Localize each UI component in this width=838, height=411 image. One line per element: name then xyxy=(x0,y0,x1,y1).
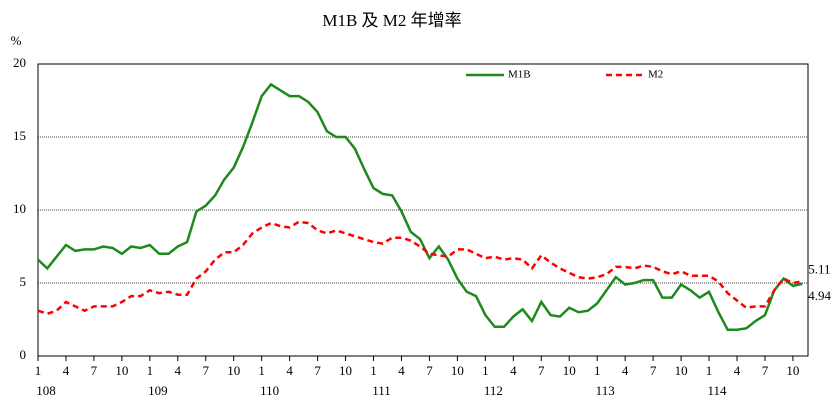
x-tick-label: 7 xyxy=(426,363,433,378)
legend-label: M1B xyxy=(508,69,531,81)
y-tick-label: 0 xyxy=(20,347,27,362)
year-label: 110 xyxy=(260,383,279,398)
x-tick-label: 4 xyxy=(510,363,517,378)
year-label: 108 xyxy=(36,383,56,398)
y-tick-label: 10 xyxy=(13,201,26,216)
x-tick-label: 10 xyxy=(339,363,352,378)
year-label: 114 xyxy=(708,383,728,398)
x-tick-label: 10 xyxy=(786,363,799,378)
x-tick-label: 1 xyxy=(147,363,154,378)
x-tick-label: 10 xyxy=(675,363,688,378)
legend-label: M2 xyxy=(648,69,663,81)
x-tick-label: 4 xyxy=(286,363,293,378)
x-tick-label: 7 xyxy=(650,363,657,378)
x-tick-label: 7 xyxy=(91,363,98,378)
x-tick-label: 4 xyxy=(734,363,741,378)
chart-title: M1B 及 M2 年增率 xyxy=(322,11,461,30)
x-tick-label: 4 xyxy=(175,363,182,378)
x-tick-label: 1 xyxy=(706,363,713,378)
x-tick-label: 1 xyxy=(594,363,601,378)
year-label: 111 xyxy=(372,383,391,398)
x-tick-label: 4 xyxy=(622,363,629,378)
series-line xyxy=(37,82,803,331)
plot-frame xyxy=(37,63,809,357)
x-tick-label: 7 xyxy=(538,363,545,378)
x-tick-label: 4 xyxy=(398,363,405,378)
x-tick-label: 4 xyxy=(63,363,70,378)
year-label: 113 xyxy=(596,383,615,398)
end-value-label: 5.11 xyxy=(808,261,830,276)
x-tick-label: 1 xyxy=(482,363,489,378)
y-tick-label: 15 xyxy=(13,128,26,143)
x-tick-label: 10 xyxy=(115,363,128,378)
x-tick-label: 7 xyxy=(314,363,321,378)
x-tick-label: 10 xyxy=(227,363,240,378)
x-tick-label: 10 xyxy=(563,363,576,378)
end-value-label: 4.94 xyxy=(808,288,831,303)
year-label: 109 xyxy=(148,383,168,398)
x-tick-label: 1 xyxy=(258,363,265,378)
y-tick-label: 20 xyxy=(13,55,26,70)
x-tick-label: 10 xyxy=(451,363,464,378)
x-tick-label: 7 xyxy=(762,363,769,378)
x-tick-label: 1 xyxy=(35,363,42,378)
x-tick-label: 7 xyxy=(203,363,210,378)
year-label: 112 xyxy=(484,383,503,398)
series-line xyxy=(37,220,803,316)
y-tick-label: 5 xyxy=(20,274,27,289)
x-tick-label: 1 xyxy=(370,363,377,378)
y-unit: % xyxy=(11,33,22,48)
